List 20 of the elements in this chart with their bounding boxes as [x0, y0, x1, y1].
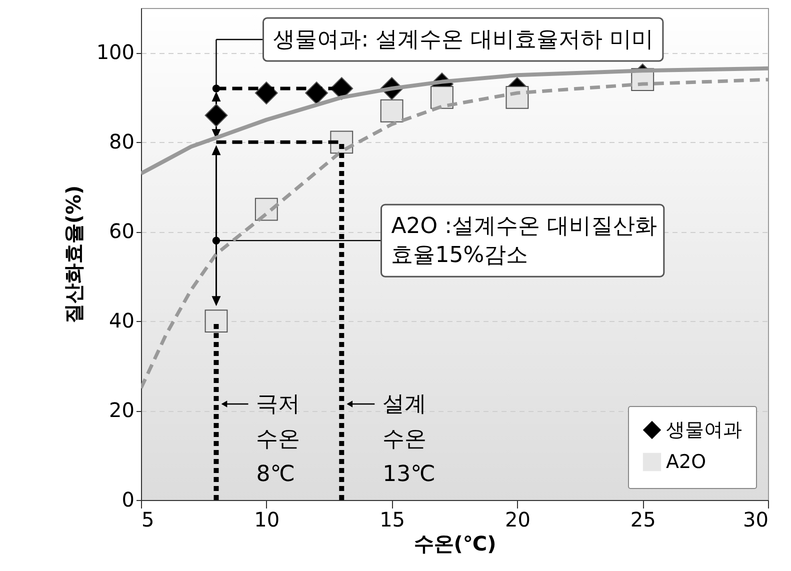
y-tick-label: 60: [109, 219, 134, 244]
annotation: 생물여과: 설계수온 대비효율저하 미미: [273, 28, 654, 53]
x-tick-label: 20: [504, 508, 530, 532]
annotation: 극저 수온 8℃: [256, 392, 300, 487]
x-axis-title: 수온(℃): [414, 532, 496, 556]
y-tick-label: 20: [109, 398, 134, 422]
legend-label: A2O: [666, 451, 706, 473]
x-tick-label: 25: [630, 508, 656, 532]
x-tick-label: 15: [380, 508, 406, 532]
y-tick-label: 100: [96, 40, 134, 64]
legend-label: 생물여과: [666, 419, 742, 441]
x-tick-label: 10: [254, 508, 280, 532]
x-tick-label: 5: [142, 508, 154, 532]
x-tick-label: 30: [743, 508, 768, 532]
annotation: 설계 수온 13℃: [382, 392, 436, 487]
y-tick-label: 80: [109, 130, 134, 154]
annotation: A2O :설계수온 대비질산화 효율15%감소: [391, 214, 658, 268]
y-tick-label: 0: [122, 488, 134, 512]
y-tick-label: 40: [109, 308, 134, 333]
y-axis-title: 질산화효율(%): [61, 185, 86, 324]
